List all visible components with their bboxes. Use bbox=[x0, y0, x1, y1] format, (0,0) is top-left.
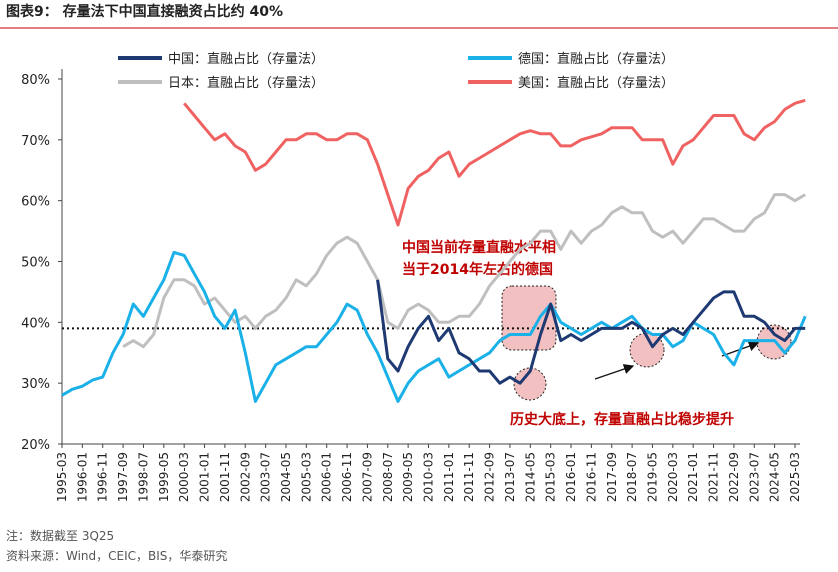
highlight-box bbox=[501, 285, 557, 351]
x-tick-label: 2023-07 bbox=[747, 452, 761, 502]
x-tick-label: 2002-09 bbox=[238, 452, 252, 502]
note: 注：数据截至 3Q25 bbox=[6, 528, 114, 543]
series-line bbox=[183, 98, 806, 227]
highlight-circle bbox=[513, 367, 547, 401]
x-tick-label: 2010-03 bbox=[422, 452, 436, 502]
x-tick-label: 2018-07 bbox=[625, 452, 639, 502]
x-tick-label: 1998-07 bbox=[136, 452, 150, 502]
x-tick-label: 2021-11 bbox=[707, 452, 721, 502]
x-tick-label: 2015-03 bbox=[544, 452, 558, 502]
x-tick-label: 2011-11 bbox=[462, 452, 476, 502]
x-tick-label: 2013-07 bbox=[503, 452, 517, 502]
x-tick-label: 2001-01 bbox=[198, 452, 212, 502]
x-tick-label: 2014-05 bbox=[523, 452, 537, 502]
legend-label: 中国：直融占比（存量法） bbox=[168, 52, 324, 67]
y-tick-label: 70% bbox=[21, 134, 50, 149]
y-tick-label: 20% bbox=[21, 438, 50, 453]
x-tick-label: 2017-09 bbox=[605, 452, 619, 502]
x-tick-label: 2003-07 bbox=[259, 452, 273, 502]
source: 资料来源：Wind，CEIC，BIS，华泰研究 bbox=[6, 548, 227, 563]
x-tick-label: 2008-07 bbox=[381, 452, 395, 502]
x-tick-label: 1996-01 bbox=[75, 452, 89, 502]
x-tick-label: 2004-05 bbox=[279, 452, 293, 502]
x-tick-label: 2006-01 bbox=[320, 452, 334, 502]
series-line bbox=[61, 250, 807, 403]
x-tick-label: 2022-09 bbox=[727, 452, 741, 502]
y-tick-label: 30% bbox=[21, 377, 50, 392]
annotation: 历史大底上，存量直融占比稳步提升 bbox=[510, 411, 734, 428]
y-tick-label: 50% bbox=[21, 256, 50, 271]
y-tick-label: 40% bbox=[21, 316, 50, 331]
x-tick-label: 2000-03 bbox=[177, 452, 191, 502]
x-tick-label: 2025-03 bbox=[788, 452, 802, 502]
x-tick-label: 2012-09 bbox=[483, 452, 497, 502]
x-tick-label: 1995-03 bbox=[55, 452, 69, 502]
legend-label: 日本：直融占比（存量法） bbox=[168, 76, 324, 91]
x-tick-label: 2019-05 bbox=[645, 452, 659, 502]
arrow bbox=[594, 364, 635, 380]
x-tick-label: 2021-01 bbox=[686, 452, 700, 502]
x-tick-label: 1999-05 bbox=[157, 452, 171, 502]
annotation: 当于2014年左右的德国 bbox=[402, 261, 553, 278]
x-tick-label: 2005-03 bbox=[299, 452, 313, 502]
y-tick-label: 60% bbox=[21, 195, 50, 210]
x-tick-label: 1996-11 bbox=[96, 452, 110, 502]
x-tick-label: 2011-01 bbox=[442, 452, 456, 502]
x-tick-label: 2009-05 bbox=[401, 452, 415, 502]
y-tick-label: 80% bbox=[21, 73, 50, 88]
x-tick-label: 2001-11 bbox=[218, 452, 232, 502]
series-line bbox=[376, 279, 806, 385]
legend-label: 德国：直融占比（存量法） bbox=[518, 52, 674, 67]
x-tick-label: 1997-09 bbox=[116, 452, 130, 502]
legend-label: 美国：直融占比（存量法） bbox=[518, 76, 674, 91]
x-tick-label: 2016-11 bbox=[584, 452, 598, 502]
x-tick-label: 2007-09 bbox=[360, 452, 374, 502]
chart-title: 图表9： 存量法下中国直接融资占比约 40% bbox=[6, 3, 283, 20]
x-tick-label: 2006-11 bbox=[340, 452, 354, 502]
x-tick-label: 2024-05 bbox=[768, 452, 782, 502]
x-tick-label: 2020-03 bbox=[666, 452, 680, 502]
x-tick-label: 2016-01 bbox=[564, 452, 578, 502]
